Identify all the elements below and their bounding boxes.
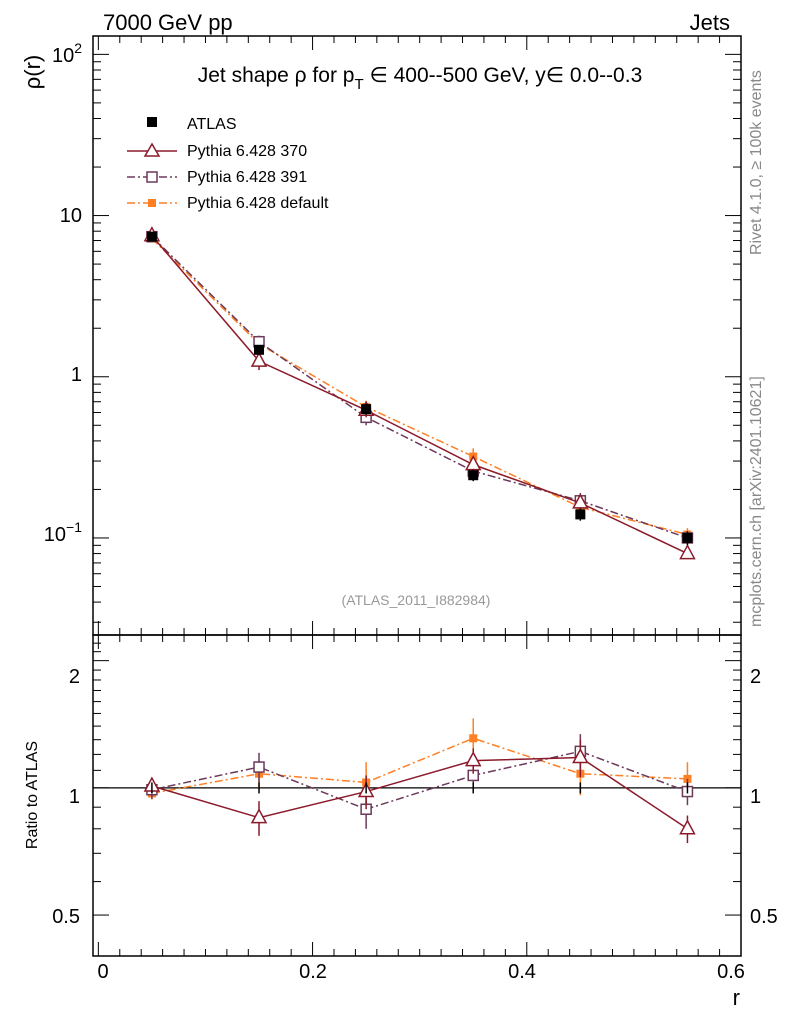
plot-title-main: Jet shape ρ for p [198, 64, 355, 87]
y-tick-label-100-base: 10 [52, 45, 74, 67]
ratio-tick-label-2-right: 2 [750, 666, 761, 688]
x-tick-label-0.2: 0.2 [299, 961, 327, 983]
legend-marker-370 [143, 142, 161, 157]
ratio-plot-frame [92, 634, 742, 957]
series-3-line [151, 238, 688, 536]
legend: ATLAS Pythia 6.428 370 Pythia 6.428 391 … [127, 116, 329, 212]
series-0-point [146, 231, 157, 242]
plot-title: Jet shape ρ for pT ∈ 400--500 GeV, y∈ 0.… [198, 64, 643, 93]
ratio-tick-label-0.5: 0.5 [52, 906, 80, 928]
series-0-point [682, 532, 693, 543]
legend-label-391: Pythia 6.428 391 [187, 169, 307, 186]
x-tick-label-0.4: 0.4 [508, 961, 536, 983]
mcplots-label: mcplots.cern.ch [arXiv:2401.10621] [748, 376, 765, 627]
y-tick-label-100-exp: 2 [74, 40, 82, 56]
plot-title-rest: ∈ 400--500 GeV, y∈ 0.0--0.3 [364, 64, 643, 87]
x-tick-label-0.6: 0.6 [717, 961, 745, 983]
series-1-ratio-line [151, 756, 688, 830]
rivet-label: Rivet 4.1.0, ≥ 100k events [748, 70, 765, 255]
y-tick-label-0.1: 10−1 [44, 519, 82, 546]
y-tick-label-10: 10 [60, 205, 82, 227]
y-tick-label-0.1-base: 10 [44, 524, 66, 546]
axis-ticks [93, 36, 742, 957]
series-0-point [468, 470, 479, 481]
series-2-ratio-point [253, 761, 265, 773]
ratio-y-axis-label: Ratio to ATLAS [24, 741, 41, 849]
series-1-ratio-point [572, 747, 589, 764]
series-1-ratio-point [679, 819, 696, 835]
series-3-ratio-point [469, 734, 478, 743]
y-axis-label: ρ(r) [20, 55, 45, 90]
legend-label-370: Pythia 6.428 370 [187, 143, 307, 160]
ratio-tick-label-1-right: 1 [750, 786, 761, 808]
y-tick-label-1: 1 [71, 364, 82, 386]
series-1-ratio-point [464, 751, 482, 767]
y-tick-label-100: 102 [52, 40, 82, 67]
series-3-ratio-line [151, 737, 688, 795]
series-0-point [254, 344, 265, 355]
ratio-tick-label-1: 1 [69, 786, 80, 808]
series-1-line [151, 235, 688, 555]
plot-title-subscript: T [354, 76, 363, 93]
y-tick-label-0.1-exp: −1 [66, 519, 82, 535]
series-1-point [464, 455, 482, 471]
series-1-point [250, 351, 268, 367]
legend-marker-atlas [147, 117, 157, 127]
data-marks [93, 226, 741, 844]
series-0-point [575, 509, 586, 520]
ratio-tick-label-0.5-right: 0.5 [750, 906, 778, 928]
series-0-point [361, 404, 372, 415]
series-2-ratio-line [151, 750, 688, 811]
series-1-point [679, 543, 696, 560]
analysis-label: (ATLAS_2011_I882984) [342, 592, 491, 608]
series-2-line [151, 236, 688, 539]
legend-marker-default [148, 199, 156, 207]
header-energy-label: 7000 GeV pp [103, 10, 233, 35]
ratio-tick-label-2: 2 [69, 666, 80, 688]
x-tick-label-0: 0 [97, 961, 108, 983]
legend-label-default: Pythia 6.428 default [187, 195, 329, 212]
legend-marker-391 [146, 171, 158, 183]
series-1-ratio-point [250, 808, 268, 824]
x-axis-label: r [733, 985, 740, 1010]
header-jets-label: Jets [690, 10, 730, 35]
legend-label-atlas: ATLAS [187, 116, 237, 133]
series-1-point [572, 493, 589, 509]
